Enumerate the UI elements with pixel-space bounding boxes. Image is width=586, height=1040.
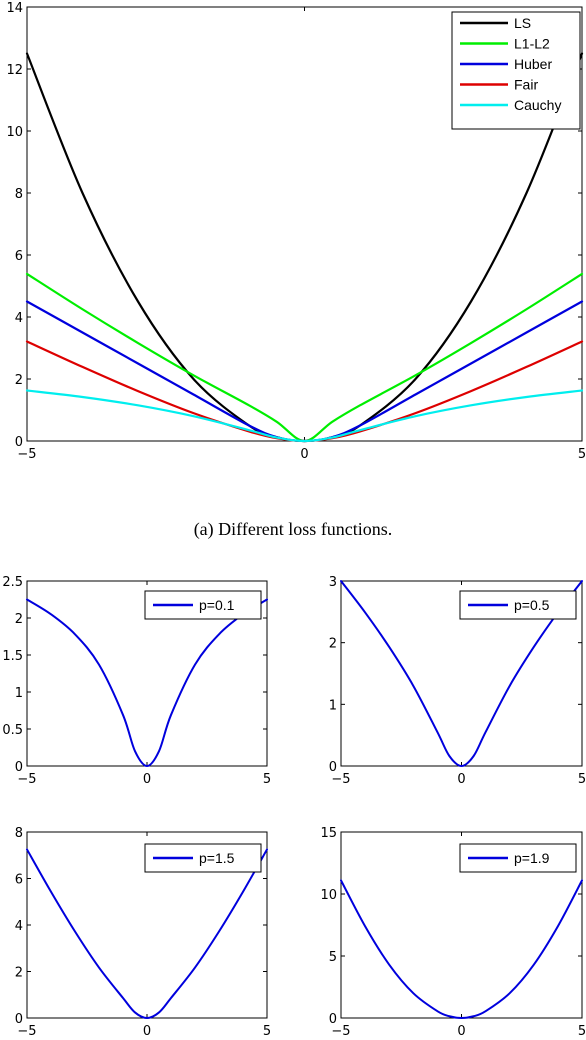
y-tick-label: 0 [15,435,23,450]
series-line-p-1-5 [26,848,268,1019]
series-line-huber [25,300,584,443]
legend: p=1.5 [144,843,262,873]
x-tick-label: −5 [331,1024,350,1039]
x-tick-label: 5 [578,1024,586,1039]
x-tick-label: 5 [578,772,586,787]
figure-caption: (a) Different loss functions. [194,519,393,540]
legend-label: p=1.5 [199,850,235,866]
legend-label: Fair [514,77,538,93]
chart-panel-main: −5 0 502468101214LSL1-L2HuberFairCauchy(a)… [6,1,586,540]
y-tick-label: 2 [15,966,23,981]
chart-panel-p01: −5 0 500.511.522.5p=0.1 [2,575,271,787]
y-tick-label: 2 [15,612,23,627]
legend-label: p=1.9 [514,850,550,866]
y-tick-label: 3 [329,575,337,590]
series-line-fair [25,340,584,443]
y-tick-label: 6 [15,873,23,888]
y-tick-label: 0 [329,760,337,775]
x-tick-label: 5 [263,1024,271,1039]
x-tick-label: 0 [300,447,308,462]
legend-label: Cauchy [514,97,561,113]
y-tick-label: 6 [15,249,23,264]
y-tick-label: 4 [15,311,23,326]
y-tick-label: 12 [6,63,23,78]
y-tick-label: 1 [15,686,23,701]
legend-label: LS [514,15,531,31]
series-line-p-0-1 [26,598,268,767]
x-tick-label: 0 [143,1024,151,1039]
y-tick-label: 5 [329,950,337,965]
legend-box [451,11,581,130]
y-tick-label: 8 [15,187,23,202]
x-tick-label: −5 [17,1024,36,1039]
y-tick-label: 14 [6,1,23,16]
series-line-l1-l2 [25,272,584,443]
series-line-cauchy [25,389,584,443]
x-tick-label: −5 [17,447,36,462]
x-tick-label: 0 [457,1024,465,1039]
legend: p=0.5 [459,590,577,620]
legend: p=1.9 [459,843,577,873]
x-tick-label: −5 [331,772,350,787]
y-tick-label: 1 [329,698,337,713]
y-tick-label: 0 [15,1012,23,1027]
legend: p=0.1 [144,590,262,620]
x-tick-label: 5 [578,447,586,462]
y-tick-label: 0 [15,760,23,775]
y-tick-label: 2 [329,637,337,652]
y-tick-label: 10 [6,125,23,140]
series-line-p-1-9 [340,879,583,1019]
y-tick-label: 0.5 [2,723,23,738]
x-tick-label: 5 [263,772,271,787]
y-tick-label: 0 [329,1012,337,1027]
y-tick-label: 2 [15,373,23,388]
y-tick-label: 10 [320,888,337,903]
y-tick-label: 4 [15,919,23,934]
x-tick-label: 0 [143,772,151,787]
legend-label: p=0.1 [199,597,235,613]
x-tick-label: 0 [457,772,465,787]
legend-label: Huber [514,56,552,72]
y-tick-label: 2.5 [2,575,23,590]
legend-box [459,590,577,620]
legend-label: p=0.5 [514,597,550,613]
legend-label: L1-L2 [514,36,550,52]
y-tick-label: 1.5 [2,649,23,664]
y-tick-label: 15 [320,826,337,841]
y-tick-label: 8 [15,826,23,841]
legend: LS L1-L2 Huber Fair Cauchy [451,11,581,130]
series-line-p-0-5 [340,580,583,767]
x-tick-label: −5 [17,772,36,787]
